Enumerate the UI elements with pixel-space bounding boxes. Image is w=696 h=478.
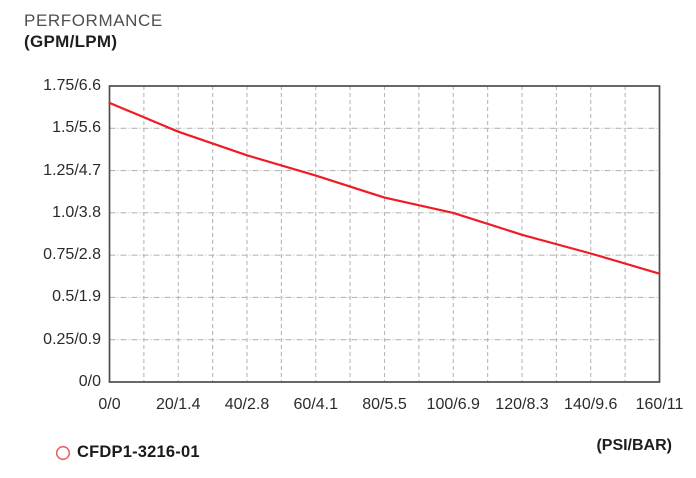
x-axis-tick-label: 40/2.8 [224,396,270,413]
legend: CFDP1-3216-01 [55,443,200,462]
y-axis-unit-label: (GPM/LPM) [24,32,118,52]
page-title: PERFORMANCE [24,11,163,30]
legend-circle-marker-icon [55,445,71,460]
chart-title-block: PERFORMANCE (GPM/LPM) [24,10,163,53]
y-axis-tick-label: 1.0/3.8 [52,203,101,221]
legend-series-label: CFDP1-3216-01 [77,443,200,461]
x-axis-tick-label: 140/9.6 [564,396,618,413]
x-axis-unit-label: (PSI/BAR) [596,437,672,454]
x-axis-tick-label: 160/11 [635,396,684,413]
plot-border [108,85,661,383]
y-axis-tick-label: 0.75/2.8 [43,246,101,264]
x-axis-tick-label: 20/1.4 [156,396,201,413]
y-axis-tick-label: 0/0 [78,373,101,390]
x-axis-tick-label: 0/0 [98,396,121,413]
x-axis-tick-label: 60/4.1 [293,396,338,413]
x-axis-tick-label: 120/8.3 [495,396,549,413]
x-axis-tick-label: 100/6.9 [426,396,480,413]
y-axis-tick-label: 1.75/6.6 [43,77,101,94]
y-axis-tick-label: 0.5/1.9 [52,288,101,306]
y-axis-tick-label: 1.5/5.6 [52,119,101,137]
x-axis-tick-label: 80/5.5 [362,396,407,413]
performance-curve [108,101,661,275]
y-axis-tick-label: 1.25/4.7 [43,161,101,179]
y-axis-tick-label: 0.25/0.9 [43,330,101,348]
